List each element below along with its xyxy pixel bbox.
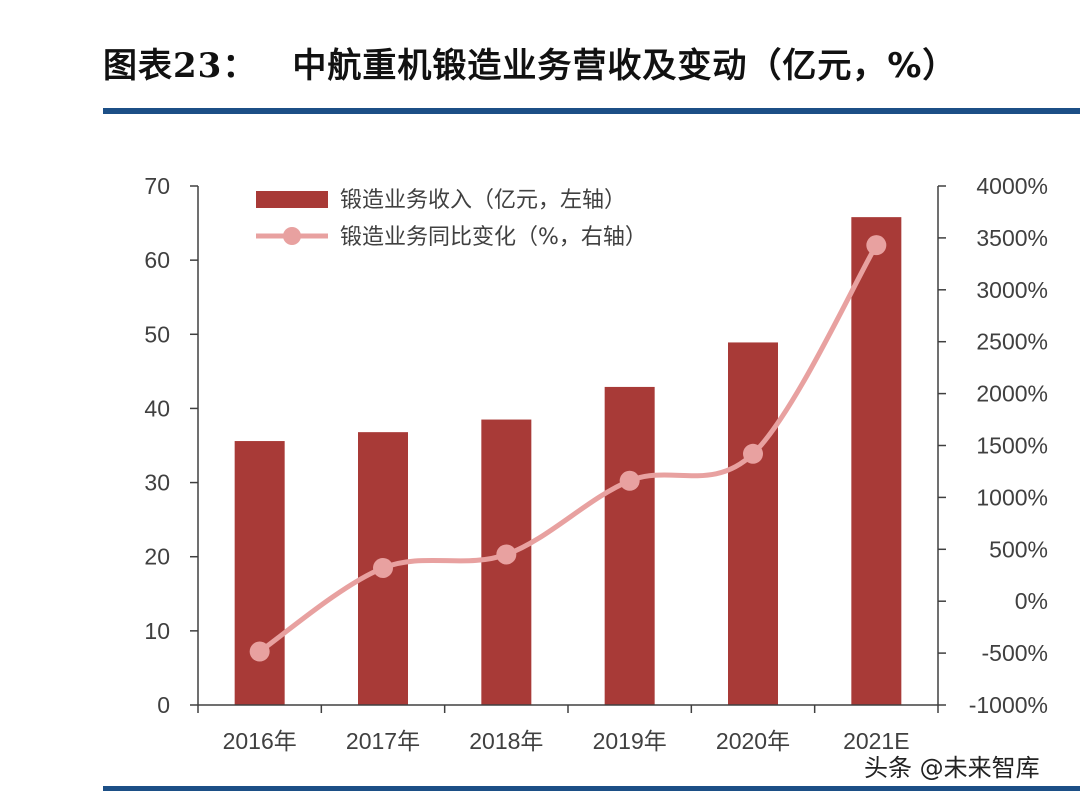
- line-series: [249, 235, 887, 662]
- left-tick-label: 30: [144, 470, 170, 496]
- x-tick-label: 2017年: [346, 728, 420, 754]
- x-tick-label: 2019年: [593, 728, 667, 754]
- legend-line-label: 锻造业务同比变化（%，右轴）: [340, 225, 647, 250]
- left-tick-label: 20: [144, 544, 170, 570]
- legend: 锻造业务收入（亿元，左轴） 锻造业务同比变化（%，右轴）: [256, 188, 647, 250]
- left-tick-label: 10: [144, 618, 170, 644]
- right-tick-label: -1000%: [969, 692, 1048, 718]
- top-rule: [103, 108, 1080, 114]
- right-tick-label: 500%: [989, 536, 1048, 562]
- legend-bar-swatch: [256, 191, 328, 208]
- x-tick-label: 2018年: [469, 728, 543, 754]
- bar: [604, 386, 655, 705]
- right-tick-label: 0%: [1015, 588, 1048, 614]
- bar: [728, 342, 778, 705]
- bar-series: [234, 217, 902, 705]
- legend-line-marker: [283, 227, 301, 245]
- left-tick-label: 0: [157, 692, 170, 718]
- axes: 0 10 20 30 40 50 60 70 -1000% -500% 0% 500% 1000% 150…: [144, 173, 1048, 754]
- legend-bar-label: 锻造业务收入（亿元，左轴）: [340, 188, 626, 213]
- right-tick-label: 2000%: [976, 381, 1048, 407]
- right-tick-label: 3000%: [976, 277, 1048, 303]
- line-marker: [743, 443, 763, 464]
- right-tick-label: 1500%: [976, 433, 1048, 459]
- watermark: 头条 @未来智库: [864, 754, 1040, 782]
- right-tick-label: 1000%: [976, 484, 1048, 510]
- chart-title: 图表23： 中航重机锻造业务营收及变动（亿元，%）: [103, 38, 957, 87]
- title-text: 中航重机锻造业务营收及变动（亿元，%）: [292, 46, 958, 86]
- right-tick-label: 3500%: [976, 225, 1048, 251]
- line-marker: [619, 470, 640, 491]
- line-marker: [496, 544, 517, 565]
- x-tick-label: 2021E: [843, 728, 910, 754]
- right-tick-label: -500%: [982, 640, 1048, 666]
- right-tick-label: 2500%: [976, 329, 1048, 355]
- left-tick-label: 70: [144, 173, 170, 199]
- line-path: [257, 242, 879, 655]
- left-tick-label: 50: [144, 321, 170, 347]
- x-tick-label: 2020年: [716, 728, 790, 754]
- line-marker: [373, 557, 393, 578]
- right-tick-label: 4000%: [976, 173, 1048, 199]
- title-prefix: 图表: [103, 46, 173, 86]
- bar: [234, 441, 285, 705]
- title-number: 23：: [173, 46, 258, 86]
- line-marker: [249, 641, 270, 662]
- left-tick-label: 60: [144, 247, 170, 273]
- bottom-rule: [103, 786, 1080, 791]
- bar: [851, 217, 902, 705]
- x-tick-label: 2016年: [223, 728, 297, 754]
- line-marker: [866, 235, 887, 256]
- left-tick-label: 40: [144, 395, 170, 421]
